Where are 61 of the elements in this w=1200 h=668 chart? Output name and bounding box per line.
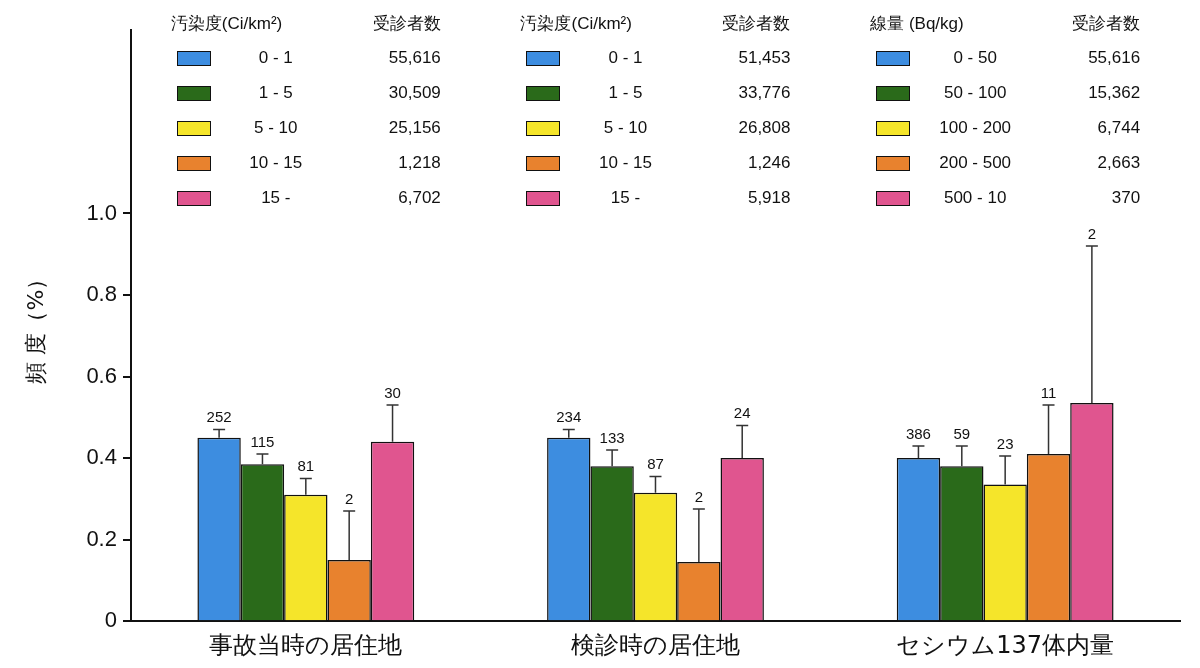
annotation: 受診者数	[1072, 13, 1141, 35]
annotation: 線量 (Bq/kg)	[870, 13, 964, 35]
annotation: 0 - 50	[952, 48, 998, 68]
y-axis-title: 頻 度（%）	[22, 267, 48, 384]
annotation: 59	[953, 424, 971, 442]
annotation: 26,808	[737, 118, 791, 138]
annotation: 30	[384, 383, 401, 401]
annotation: 200 - 500	[938, 153, 1013, 173]
annotation: 汚染度(Ci/km²)	[170, 13, 283, 35]
annotation: 6,702	[397, 188, 441, 208]
annotation: 汚染度(Ci/km²)	[520, 13, 632, 35]
annotation: 55,616	[387, 48, 441, 68]
annotation: 15,362	[1087, 83, 1141, 103]
annotation: 15 -	[609, 188, 642, 208]
annotation: 5,918	[746, 188, 791, 208]
x-tick-label: 検診時の居住地	[570, 630, 740, 659]
annotation: 2	[694, 487, 704, 505]
annotation: 386	[905, 424, 931, 442]
annotation: 234	[556, 408, 582, 426]
annotation: 5 - 10	[253, 118, 299, 138]
annotation: 1 - 5	[257, 83, 294, 103]
y-tick-label: 0	[104, 607, 117, 633]
annotation: 2	[1087, 224, 1097, 242]
annotation: 81	[297, 457, 315, 475]
annotation: 133	[599, 428, 625, 446]
annotation: 受診者数	[372, 13, 441, 35]
annotation: 10 - 15	[248, 153, 304, 173]
annotation: 33,776	[737, 83, 791, 103]
annotation: 1 - 5	[607, 83, 644, 103]
annotation: 10 - 15	[598, 153, 653, 173]
annotation: 30,509	[387, 83, 441, 103]
annotation: 5 - 10	[602, 118, 649, 138]
annotation: 252	[206, 408, 232, 426]
y-tick-label: 0.2	[86, 525, 117, 551]
y-tick-label: 0.6	[86, 362, 117, 388]
y-tick-label: 0.8	[86, 281, 117, 307]
x-tick-label: 事故当時の居住地	[209, 630, 403, 659]
annotation: 受診者数	[722, 13, 791, 35]
annotation: 23	[996, 434, 1014, 452]
annotation: 11	[1040, 383, 1057, 401]
y-tick-label: 1.0	[86, 199, 117, 225]
annotation: 115	[250, 432, 275, 450]
annotation: 100 - 200	[938, 118, 1013, 138]
annotation: 15 -	[260, 188, 292, 208]
annotation: 1,218	[397, 153, 441, 173]
annotation: 500 - 10	[942, 188, 1008, 208]
annotation: 87	[647, 455, 664, 473]
annotation: 25,156	[387, 118, 441, 138]
x-tick-label: セシウム137体内量	[896, 630, 1115, 659]
annotation: 51,453	[737, 48, 791, 68]
annotation: 2	[345, 489, 354, 507]
annotation: 50 - 100	[942, 83, 1008, 103]
annotation: 0 - 1	[607, 48, 644, 68]
annotation: 55,616	[1087, 48, 1141, 68]
annotation: 24	[733, 404, 751, 422]
annotation: 370	[1110, 188, 1141, 208]
annotation: 1,246	[746, 153, 791, 173]
annotation: 2,663	[1096, 153, 1141, 173]
y-tick-label: 0.4	[86, 444, 117, 470]
annotation: 0 - 1	[257, 48, 294, 68]
annotation: 6,744	[1096, 118, 1141, 138]
